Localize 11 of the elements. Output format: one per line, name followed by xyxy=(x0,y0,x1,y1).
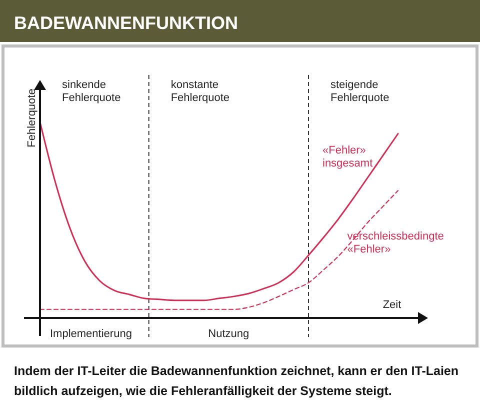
chart-title: BADEWANNENFUNKTION xyxy=(14,13,238,33)
series-label: «Fehler» insgesamt xyxy=(322,144,373,170)
text: Indem der IT-Leiter die Badewannenfunktion zeichnet, kann er den IT-Laien bildlich aufzeigen, wie die Fehleranfälligkeit der Systeme steigt. xyxy=(14,364,459,398)
text: sinkende Fehlerquote xyxy=(62,79,121,104)
text: steigende Fehlerquote xyxy=(330,79,390,104)
y-axis-title: Fehlerquote xyxy=(26,88,38,148)
x-axis-title: Zeit xyxy=(382,299,402,311)
text: Implementierung xyxy=(50,328,132,340)
series-label: verschleissbedingte «Fehler» xyxy=(347,230,444,256)
text: Nutzung xyxy=(208,328,250,340)
text: konstante Fehlerquote xyxy=(170,79,230,104)
